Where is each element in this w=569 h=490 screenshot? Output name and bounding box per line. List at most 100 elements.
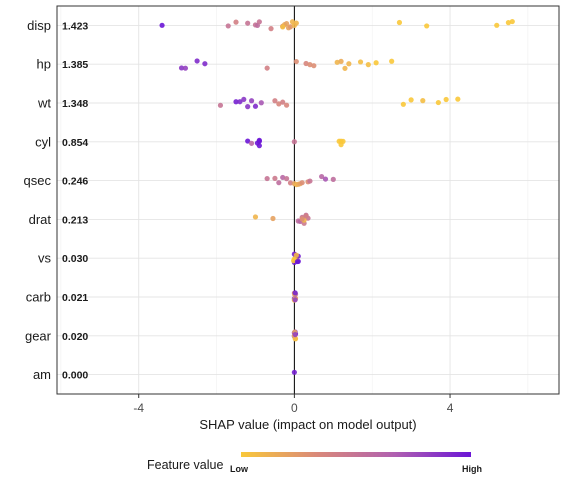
data-point: [338, 138, 344, 144]
data-point: [283, 102, 290, 108]
x-axis-ticks: -4 0 4: [133, 394, 454, 415]
importance-value: 1.423: [62, 20, 88, 32]
data-point: [299, 216, 305, 222]
feature-label: wt: [37, 96, 51, 111]
data-point: [291, 258, 297, 264]
data-point: [509, 18, 515, 25]
data-point: [248, 98, 255, 104]
feature-label: am: [33, 367, 51, 382]
feature-label: vs: [38, 251, 52, 266]
data-point: [280, 24, 286, 30]
x-tick-label: 0: [291, 401, 298, 415]
data-point: [248, 140, 255, 146]
data-point: [178, 65, 185, 71]
data-point: [291, 139, 297, 145]
data-point: [252, 214, 259, 220]
importance-value: 0.030: [62, 253, 88, 265]
feature-label: drat: [29, 212, 52, 227]
data-point: [291, 369, 297, 375]
data-point: [217, 102, 224, 108]
importance-labels: 1.423 1.385 1.348 0.854 0.246 0.213 0.030 0.021…: [62, 20, 88, 381]
data-point: [389, 58, 395, 64]
data-point: [256, 19, 262, 25]
data-point: [280, 99, 286, 105]
data-point: [346, 61, 352, 67]
data-point: [322, 176, 329, 182]
feature-label: qsec: [24, 173, 52, 188]
data-point: [292, 290, 298, 296]
data-point: [202, 61, 208, 67]
data-point: [283, 20, 290, 27]
importance-value: 0.854: [62, 137, 88, 149]
importance-value: 0.000: [62, 370, 88, 382]
data-point: [245, 20, 251, 26]
data-point: [420, 98, 426, 104]
data-point: [294, 258, 301, 265]
legend-high-label: High: [462, 464, 482, 474]
importance-value: 1.385: [62, 59, 88, 71]
legend-low-label: Low: [230, 464, 249, 474]
legend-color-bar: [241, 452, 471, 457]
feature-label: gear: [25, 328, 52, 343]
feature-labels: disp hp wt cyl qsec drat vs carb gear am: [24, 18, 52, 382]
data-point: [264, 65, 270, 71]
data-point: [293, 58, 299, 65]
data-point: [270, 215, 276, 222]
feature-label: cyl: [35, 134, 51, 149]
data-point: [256, 138, 262, 144]
data-point: [245, 138, 251, 144]
data-point: [241, 96, 247, 103]
data-point: [268, 26, 274, 32]
data-point: [182, 65, 189, 71]
data-point: [505, 20, 512, 26]
data-point: [365, 62, 371, 68]
data-point: [424, 23, 430, 29]
importance-value: 0.213: [62, 214, 88, 226]
importance-value: 0.020: [62, 331, 88, 343]
data-point: [299, 180, 305, 186]
data-point: [330, 176, 336, 182]
grid: [57, 6, 559, 394]
data-points: [159, 18, 515, 375]
feature-label: carb: [26, 290, 51, 305]
data-point: [287, 180, 294, 186]
feature-label: disp: [27, 18, 51, 33]
data-point: [272, 175, 278, 181]
data-point: [319, 173, 325, 180]
data-point: [233, 19, 239, 25]
data-point: [233, 99, 239, 105]
color-legend: Feature value Low High: [147, 452, 482, 474]
data-point: [357, 59, 364, 65]
data-point: [408, 97, 414, 103]
data-point: [283, 176, 290, 182]
importance-value: 0.021: [62, 292, 88, 304]
data-point: [494, 22, 500, 28]
data-point: [334, 59, 340, 65]
data-point: [194, 58, 200, 64]
data-point: [435, 99, 441, 106]
data-point: [373, 60, 379, 66]
data-point: [237, 99, 243, 105]
data-point: [276, 101, 282, 107]
data-point: [293, 252, 299, 258]
data-point: [276, 180, 282, 186]
data-point: [225, 23, 231, 29]
data-point: [311, 63, 317, 69]
data-point: [303, 213, 309, 219]
x-tick-label: 4: [447, 401, 454, 415]
x-axis-title: SHAP value (impact on model output): [199, 417, 416, 432]
data-point: [159, 22, 165, 28]
data-point: [292, 331, 298, 338]
data-point: [264, 175, 270, 182]
data-point: [342, 65, 348, 71]
panel-border: [56, 5, 560, 395]
data-point: [256, 143, 262, 149]
data-point: [443, 96, 449, 103]
x-tick-label: -4: [133, 401, 144, 415]
data-point: [396, 19, 403, 26]
data-point: [293, 20, 299, 26]
data-point: [292, 297, 298, 303]
importance-value: 0.246: [62, 176, 88, 188]
